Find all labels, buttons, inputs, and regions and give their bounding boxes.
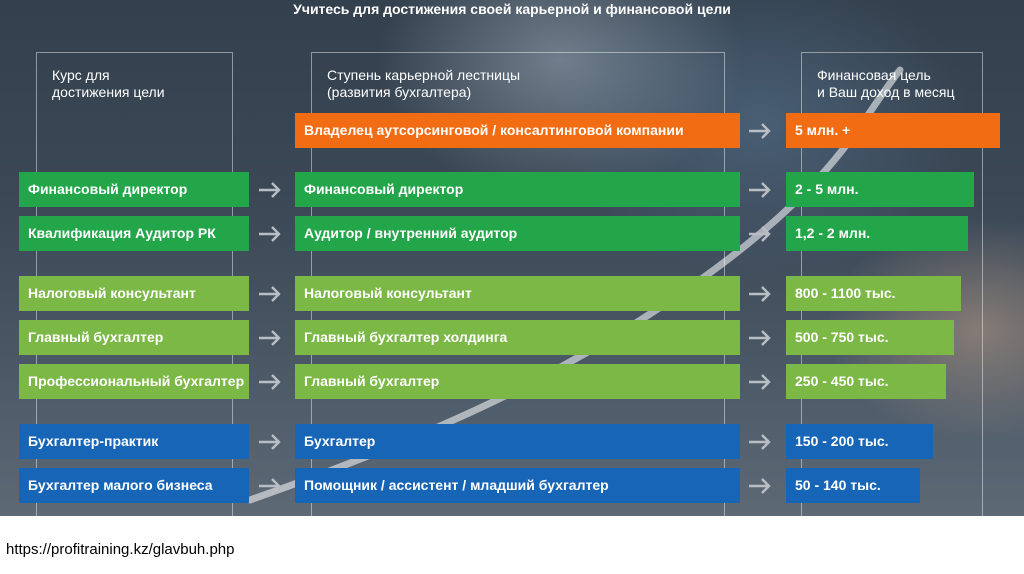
arrow-right-icon (259, 330, 281, 346)
course-header-line2: достижения цели (52, 84, 165, 100)
arrow-right-icon (749, 286, 771, 302)
career-header-line2: (развития бухгалтера) (327, 84, 472, 100)
course-professional-accountant[interactable]: Профессиональный бухгалтер (19, 364, 249, 399)
arrow-right-icon (259, 374, 281, 390)
arrow-right-icon (749, 374, 771, 390)
arrow-right-icon (259, 286, 281, 302)
course-auditor-rk[interactable]: Квалификация Аудитор РК (19, 216, 249, 251)
arrow-right-icon (259, 182, 281, 198)
career-step-owner: Владелец аутсорсинговой / консалтинговой… (295, 113, 740, 148)
arrow-right-icon (749, 330, 771, 346)
career-column-header: Ступень карьерной лестницы (развития бух… (327, 67, 520, 101)
career-step-financial-director: Финансовый директор (295, 172, 740, 207)
career-step-accountant: Бухгалтер (295, 424, 740, 459)
income-owner: 5 млн. + (786, 113, 1000, 148)
course-financial-director[interactable]: Финансовый директор (19, 172, 249, 207)
arrow-right-icon (749, 123, 771, 139)
career-step-chief-accountant: Главный бухгалтер (295, 364, 740, 399)
arrow-right-icon (749, 182, 771, 198)
income-holding-chief-accountant: 500 - 750 тыс. (786, 320, 954, 355)
career-step-holding-chief-accountant: Главный бухгалтер холдинга (295, 320, 740, 355)
slide: Учитесь для достижения своей карьерной и… (0, 0, 1024, 516)
income-accountant: 150 - 200 тыс. (786, 424, 933, 459)
income-auditor: 1,2 - 2 млн. (786, 216, 968, 251)
income-column-header: Финансовая цель и Ваш доход в месяц (817, 67, 954, 101)
course-small-business-accountant[interactable]: Бухгалтер малого бизнеса (19, 468, 249, 503)
course-tax-consultant[interactable]: Налоговый консультант (19, 276, 249, 311)
course-practicing-accountant[interactable]: Бухгалтер-практик (19, 424, 249, 459)
income-header-line1: Финансовая цель (817, 67, 931, 83)
source-url[interactable]: https://profitraining.kz/glavbuh.php (6, 541, 235, 558)
course-chief-accountant[interactable]: Главный бухгалтер (19, 320, 249, 355)
career-header-line1: Ступень карьерной лестницы (327, 67, 521, 83)
career-step-tax-consultant: Налоговый консультант (295, 276, 740, 311)
career-step-auditor: Аудитор / внутренний аудитор (295, 216, 740, 251)
arrow-right-icon (749, 434, 771, 450)
income-header-line2: и Ваш доход в месяц (817, 84, 955, 100)
career-step-assistant: Помощник / ассистент / младший бухгалтер (295, 468, 740, 503)
income-assistant: 50 - 140 тыс. (786, 468, 920, 503)
course-column-header: Курс для достижения цели (52, 67, 165, 101)
arrow-right-icon (259, 478, 281, 494)
course-header-line1: Курс для (52, 67, 110, 83)
income-tax-consultant: 800 - 1100 тыс. (786, 276, 961, 311)
arrow-right-icon (259, 226, 281, 242)
arrow-right-icon (749, 478, 771, 494)
income-financial-director: 2 - 5 млн. (786, 172, 974, 207)
income-chief-accountant: 250 - 450 тыс. (786, 364, 946, 399)
arrow-right-icon (259, 434, 281, 450)
slide-title: Учитесь для достижения своей карьерной и… (293, 1, 731, 17)
arrow-right-icon (749, 226, 771, 242)
